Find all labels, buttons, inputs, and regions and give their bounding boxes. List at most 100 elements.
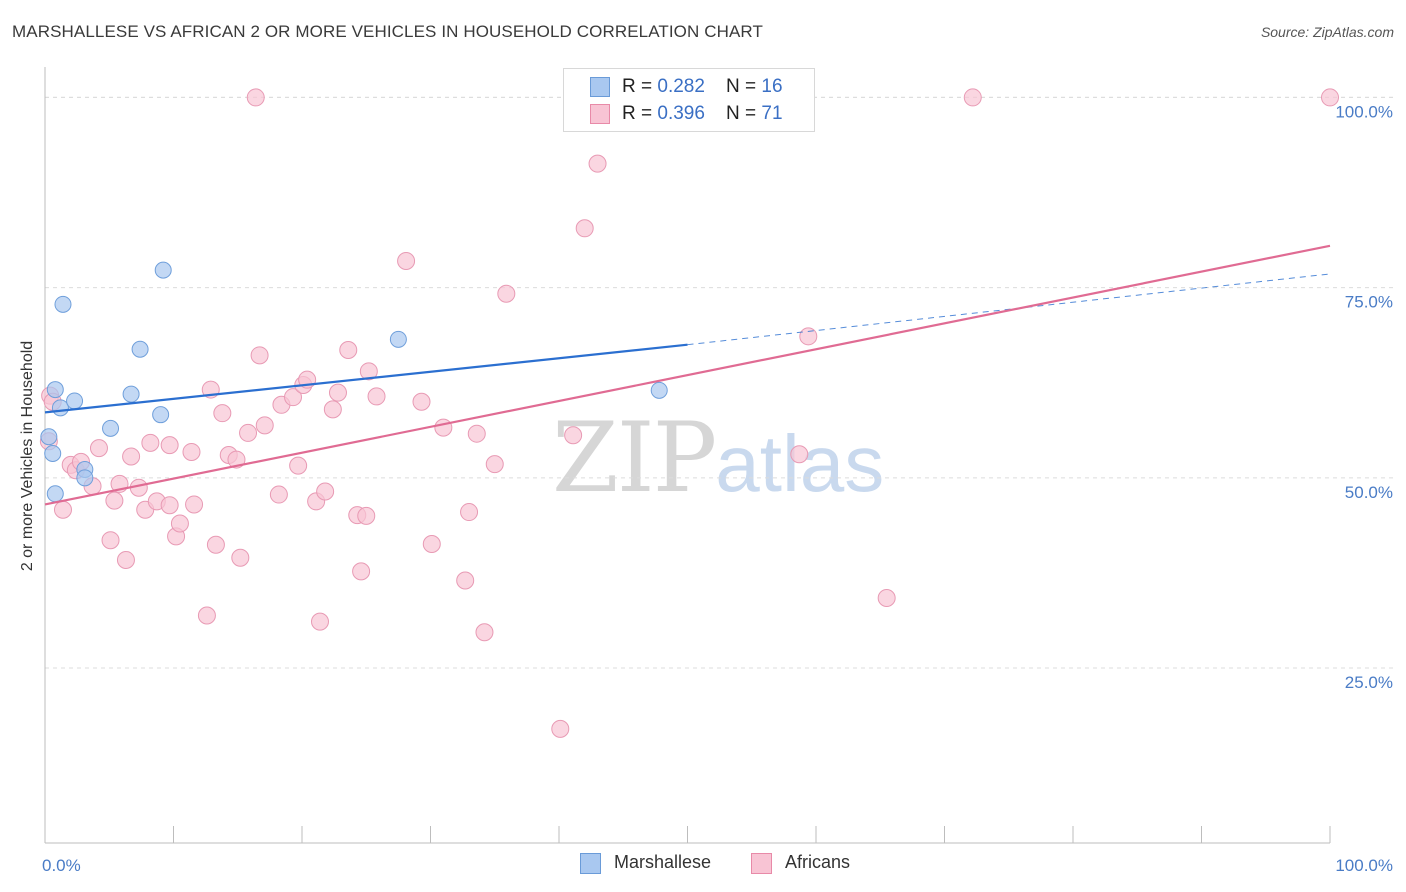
point-africans (588, 154, 607, 173)
point-africans (877, 589, 896, 608)
point-marshallese (122, 385, 140, 403)
point-marshallese (66, 392, 84, 410)
series-africans (39, 88, 1339, 738)
tick-labels: 25.0% 50.0% 75.0% 100.0% 0.0% 100.0% (42, 102, 1393, 875)
point-africans (284, 388, 303, 407)
point-marshallese (152, 406, 170, 424)
point-africans (460, 503, 479, 522)
point-africans (269, 485, 288, 504)
point-marshallese (131, 340, 149, 358)
point-africans (575, 219, 594, 238)
point-africans (101, 531, 120, 550)
x-tick-label-min: 0.0% (42, 856, 81, 875)
watermark-zip: ZIP (552, 402, 717, 514)
point-africans (246, 88, 265, 107)
point-africans (422, 535, 441, 554)
point-africans (122, 447, 141, 466)
point-africans (213, 404, 232, 423)
point-africans (397, 252, 416, 270)
point-africans (434, 418, 453, 437)
point-africans (963, 88, 982, 107)
point-africans (160, 496, 179, 515)
trend-line-africans (44, 244, 1331, 506)
point-africans (185, 495, 204, 514)
n-value: 71 (761, 103, 783, 124)
point-africans (367, 387, 386, 406)
point-africans (564, 426, 583, 445)
r-label: R = (622, 76, 658, 97)
point-marshallese (76, 469, 94, 487)
point-africans (116, 550, 135, 569)
point-africans (357, 506, 376, 525)
point-marshallese (46, 485, 64, 503)
point-africans (467, 424, 486, 443)
point-africans (197, 606, 216, 625)
legend-swatch-africans (751, 853, 772, 874)
y-tick-label: 25.0% (1345, 673, 1393, 692)
point-africans (485, 455, 504, 474)
series-legend: Marshallese Africans (0, 852, 1406, 876)
point-africans (227, 450, 246, 469)
point-africans (182, 442, 201, 461)
point-africans (239, 423, 258, 442)
point-africans (551, 719, 570, 738)
y-tick-label: 100.0% (1335, 102, 1393, 121)
chart-title: MARSHALLESE VS AFRICAN 2 OR MORE VEHICLE… (12, 22, 763, 41)
point-africans (231, 548, 250, 567)
point-africans (328, 383, 347, 402)
legend-label-africans: Africans (785, 852, 851, 872)
source-credit: Source: ZipAtlas.com (1260, 24, 1394, 40)
point-africans (289, 456, 308, 475)
point-africans (1321, 88, 1339, 107)
n-value: 16 (761, 76, 783, 97)
trend-line-marshallese-extrapolated (687, 273, 1331, 346)
n-label: N = (726, 76, 762, 97)
watermark-atlas: atlas (715, 419, 885, 508)
point-marshallese (154, 261, 172, 279)
point-marshallese (51, 399, 69, 417)
y-tick-label: 75.0% (1345, 293, 1393, 312)
y-axis-label: 2 or more Vehicles in Household (19, 340, 36, 572)
point-marshallese (389, 330, 407, 348)
stats-legend: R = 0.282 N = 16 R = 0.396 N = 71 (563, 68, 815, 132)
n-label: N = (726, 103, 762, 124)
legend-swatch-marshallese (580, 853, 601, 874)
point-africans (352, 562, 371, 581)
r-label: R = (622, 103, 658, 124)
point-marshallese (44, 444, 62, 462)
watermark: ZIPatlas (552, 402, 884, 514)
trend-line-marshallese (44, 343, 688, 414)
point-africans (160, 436, 179, 455)
y-tick-label: 50.0% (1345, 483, 1393, 502)
trend-lines (44, 244, 1331, 506)
point-africans (255, 416, 274, 435)
point-africans (497, 284, 516, 303)
point-africans (412, 392, 431, 411)
point-africans (475, 623, 494, 642)
grid-lines (45, 96, 1395, 669)
point-africans (310, 612, 329, 631)
legend-swatch-marshallese (590, 77, 610, 97)
x-tick-label-max: 100.0% (1335, 856, 1393, 875)
point-africans (790, 445, 809, 464)
point-africans (141, 433, 160, 452)
point-africans (89, 439, 108, 458)
legend-swatch-africans (590, 104, 610, 124)
point-africans (53, 500, 72, 519)
point-africans (339, 341, 358, 360)
r-value: 0.396 (657, 103, 705, 124)
point-africans (316, 482, 335, 501)
legend-label-marshallese: Marshallese (614, 852, 712, 872)
point-marshallese (54, 295, 72, 313)
point-africans (359, 362, 378, 381)
point-africans (105, 491, 124, 510)
point-africans (456, 571, 475, 590)
point-marshallese (46, 381, 64, 399)
series-marshallese (40, 261, 668, 503)
point-africans (170, 514, 189, 533)
point-africans (323, 400, 342, 419)
point-marshallese (650, 381, 668, 399)
point-africans (799, 327, 818, 346)
r-value: 0.282 (657, 76, 705, 97)
